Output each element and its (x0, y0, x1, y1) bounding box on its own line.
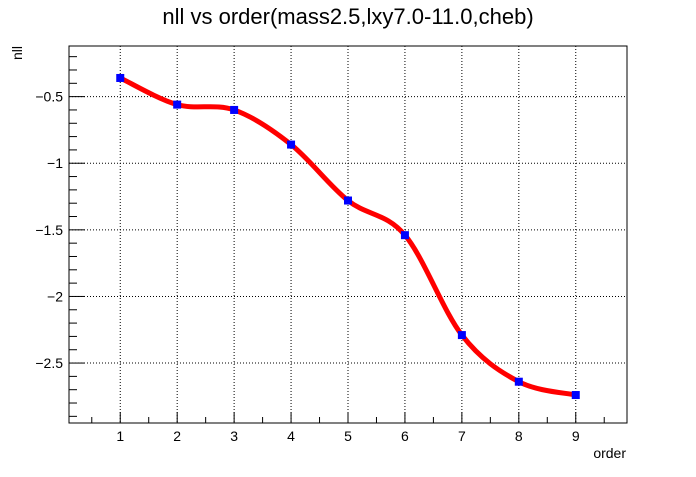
data-point-marker (514, 377, 523, 386)
data-point-marker (400, 231, 409, 240)
x-tick-label: 2 (173, 428, 181, 444)
x-axis-title: order (593, 445, 626, 461)
y-tick-label: −1 (47, 155, 63, 171)
y-axis-title: nll (9, 46, 25, 60)
y-tick-label: −0.5 (35, 89, 63, 105)
x-tick-label: 5 (344, 428, 352, 444)
y-tick-label: −1.5 (35, 222, 63, 238)
x-tick-label: 7 (458, 428, 466, 444)
x-tick-label: 8 (515, 428, 523, 444)
x-tick-label: 3 (230, 428, 238, 444)
data-point-marker (457, 331, 466, 340)
y-tick-label: −2 (47, 288, 63, 304)
x-tick-label: 6 (401, 428, 409, 444)
data-point-marker (571, 391, 580, 400)
tick-labels: 1 2 3 4 5 6 7 8 9 −0.5 −1 −1.5 −2 −2.5 (35, 89, 579, 444)
axis-ticks (69, 56, 605, 423)
x-tick-label: 1 (116, 428, 124, 444)
data-point-marker (287, 140, 296, 149)
data-point-marker (173, 100, 182, 109)
y-tick-label: −2.5 (35, 355, 63, 371)
data-point-marker (230, 105, 239, 114)
x-tick-label: 4 (287, 428, 295, 444)
data-point-marker (116, 73, 125, 82)
series-layer (116, 73, 580, 400)
chart-title: nll vs order(mass2.5,lxy7.0-11.0,cheb) (162, 4, 533, 29)
x-tick-label: 9 (572, 428, 580, 444)
data-point-marker (344, 196, 352, 205)
